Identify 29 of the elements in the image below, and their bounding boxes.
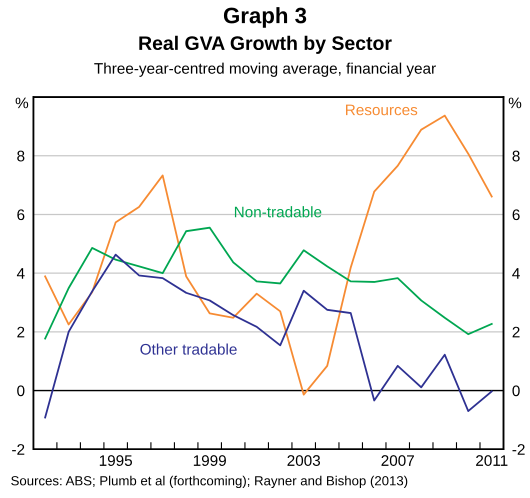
y-axis-title: % [16, 98, 28, 108]
x-tick-label: 1995 [100, 455, 132, 466]
source-note: Sources: ABS; Plumb et al (forthcoming); Rayner and Bishop (2013) [11, 476, 408, 488]
y-tick-label: 8 [17, 150, 24, 162]
y2-axis-title: % [508, 98, 522, 108]
series-label: Resources [346, 104, 418, 116]
line-series [44, 226, 493, 340]
series-label: Other tradable [140, 343, 237, 355]
text: Three-year-centred moving average, financial year [94, 62, 436, 77]
y-tick-label: 4 [16, 268, 25, 279]
line-series [44, 254, 493, 418]
series-label: Non-tradable [234, 206, 322, 218]
y2-tick-label: -2 [512, 444, 525, 455]
y2-tick-label: 4 [512, 268, 520, 279]
y2-tick-label: 8 [512, 150, 520, 162]
y2-tick-label: 2 [512, 326, 520, 338]
y-tick-label: 6 [17, 209, 24, 220]
chart-title: Graph 3 [224, 7, 306, 28]
x-tick-label: 2007 [382, 455, 414, 466]
x-tick-label: 1999 [194, 455, 226, 466]
y2-tick-label: 6 [512, 209, 520, 220]
y-tick-label: 0 [17, 385, 24, 396]
y-tick-label: -2 [12, 444, 24, 455]
x-tick-label: 2011 [476, 455, 508, 466]
line-series [44, 114, 493, 396]
y2-tick-label: 0 [512, 385, 520, 396]
y-tick-label: 2 [17, 326, 24, 338]
chart-subtitle: Real GVA Growth by Sector [139, 36, 392, 54]
x-tick-label: 2003 [287, 455, 320, 466]
